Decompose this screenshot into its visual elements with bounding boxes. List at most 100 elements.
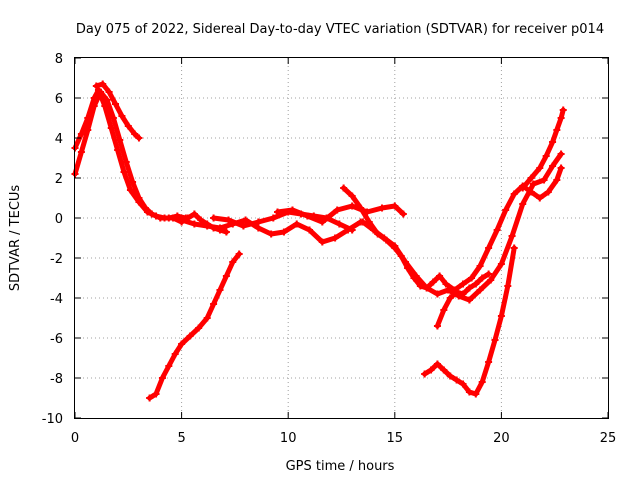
data-point [465,388,473,396]
y-tick-label: -6 [50,332,63,347]
data-point [197,216,205,224]
data-point [459,380,467,388]
data-point [529,180,537,188]
data-point [216,224,224,232]
y-tick-label: -8 [50,372,63,387]
series-line [93,81,142,141]
data-point [540,176,548,184]
data-point [195,324,203,332]
data-point [135,194,143,202]
y-tick-label: -4 [50,292,63,307]
data-point [303,212,311,220]
data-point [165,362,173,370]
x-tick-label: 0 [71,431,79,446]
series-satellite-track-11 [421,244,518,398]
data-point [440,366,448,374]
data-point [124,122,132,130]
x-axis-label: GPS time / hours [286,459,395,474]
series-line [147,251,242,401]
data-point [553,176,561,184]
data-point [472,280,480,288]
data-point [306,226,314,234]
data-point [491,336,499,344]
data-point [493,226,501,234]
series-line [360,151,564,303]
data-point [267,230,275,238]
data-point [178,216,186,224]
data-point [348,192,356,200]
series-satellite-track-9 [359,150,565,304]
data-point [203,314,211,322]
data-point [288,206,296,214]
data-point [186,332,194,340]
y-tick-label: 2 [55,172,63,187]
series-layer [71,80,567,402]
data-point [340,184,348,192]
data-point [156,214,164,222]
data-point [446,294,454,302]
data-point [348,226,356,234]
data-point [487,276,495,284]
data-point [146,394,154,402]
data-point [508,232,516,240]
data-point [436,272,444,280]
data-point [476,262,484,270]
data-point [504,282,512,290]
data-point [152,390,160,398]
data-point [478,274,486,282]
data-point [331,234,339,242]
data-point [293,220,301,228]
data-point [165,214,173,222]
data-point [468,274,476,282]
data-point [536,194,544,202]
y-tick-label: -2 [50,252,63,267]
x-tick-label: 10 [280,431,297,446]
y-tick-label: -10 [42,412,63,427]
series-satellite-track-7 [274,202,407,226]
data-point [391,242,399,250]
data-point [421,370,429,378]
data-point [84,126,92,134]
tick-layer: 0 5 10 15 20 25 -10 -8 -6 -4 -2 0 2 4 6 8 [42,52,617,446]
y-tick-label: 8 [55,52,63,67]
data-point [333,206,341,214]
data-point [235,250,243,258]
data-point [485,358,493,366]
data-point [359,218,367,226]
data-point [274,208,282,216]
data-point [141,204,149,212]
data-point [105,88,113,96]
data-point [519,184,527,192]
series-satellite-track-3 [92,80,143,142]
data-point [318,238,326,246]
data-point [203,222,211,230]
data-point [559,106,567,114]
data-point [459,280,467,288]
data-point [446,372,454,380]
data-point [254,218,262,226]
data-point [171,350,179,358]
data-point [549,162,557,170]
data-point [269,214,277,222]
data-point [77,130,85,138]
data-point [444,286,452,294]
chart-title: Day 075 of 2022, Sidereal Day-to-day VTE… [76,22,604,37]
y-axis-label: SDTVAR / TECUs [8,185,23,292]
y-tick-label: 6 [55,92,63,107]
data-point [510,190,518,198]
data-point [114,146,122,154]
series-line [275,203,406,225]
series-satellite-track-4 [146,250,243,402]
data-point [103,96,111,104]
x-tick-label: 25 [600,431,617,446]
data-point [239,222,247,230]
data-point [465,296,473,304]
data-point [109,114,117,122]
data-point [476,286,484,294]
data-point [216,286,224,294]
data-point [412,272,420,280]
data-point [135,134,143,142]
data-point [433,322,441,330]
data-point [222,272,230,280]
